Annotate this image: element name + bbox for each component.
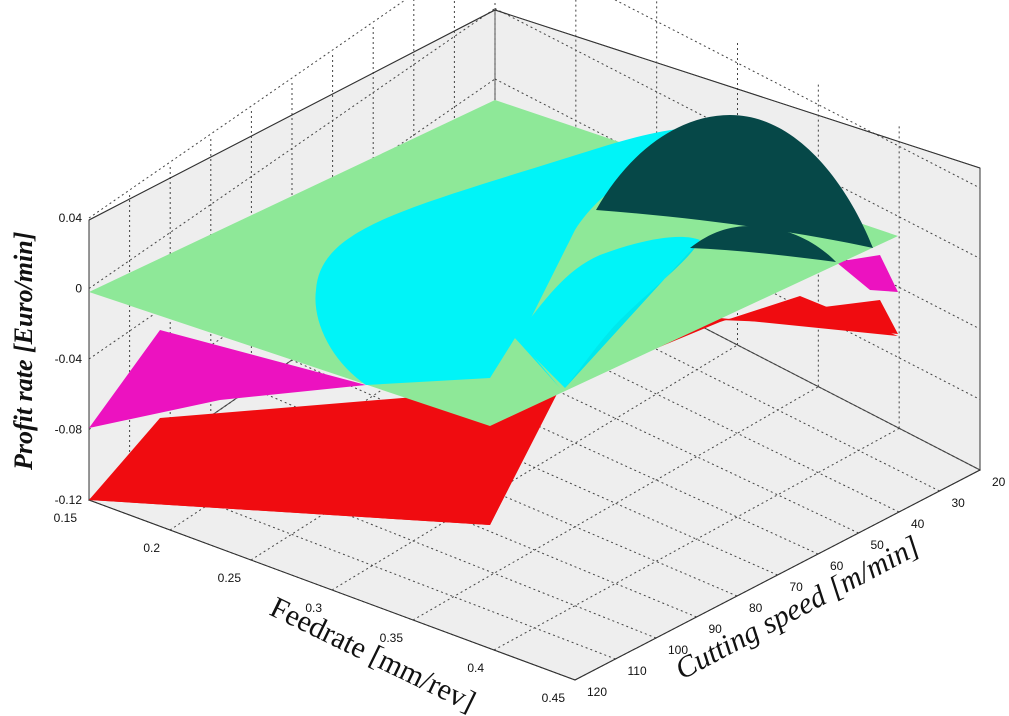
x-axis-ticks: 0.15 0.2 0.25 0.3 0.35 0.4 0.45 <box>54 511 566 705</box>
surface-magenta-left <box>89 330 366 428</box>
y-tick-label: 20 <box>992 475 1006 489</box>
y-tick-label: 80 <box>749 601 763 615</box>
x-tick-label: 0.25 <box>218 571 242 585</box>
surface-red-main <box>89 385 560 525</box>
box-edge <box>574 469 981 681</box>
y-tick-label: 110 <box>628 664 647 678</box>
x-tick-label: 0.3 <box>305 601 322 615</box>
z-gridline <box>88 0 406 219</box>
surface-red-right <box>720 300 898 334</box>
y-tick-label: 90 <box>709 622 723 636</box>
x-tick-label: 0.4 <box>467 661 484 675</box>
y-gridline <box>291 359 778 576</box>
surface-dark-lower-peak <box>690 226 836 262</box>
z-tick-label: -0.04 <box>55 352 83 366</box>
z-tick-label: 0.04 <box>59 211 83 225</box>
z-tick-label: -0.08 <box>55 423 83 437</box>
y-axis-ticks: 120 110 100 90 80 70 60 50 40 30 20 <box>587 475 1006 699</box>
box-edge <box>88 9 496 221</box>
x-gridline <box>493 427 900 651</box>
x-tick-label: 0.2 <box>143 541 160 555</box>
surface-cyan-lower <box>515 236 700 388</box>
z-tick-label: -0.12 <box>55 493 83 507</box>
y-tick-label: 40 <box>911 517 925 531</box>
z-axis-label: Profit rate [Euro/min] <box>9 232 38 471</box>
y-gridline <box>332 331 819 555</box>
y-gridline <box>454 247 940 492</box>
surface-magenta-right <box>836 255 898 292</box>
y-gridline <box>129 471 616 660</box>
y-tick-label: 30 <box>952 496 966 510</box>
x-tick-label: 0.35 <box>380 631 404 645</box>
y-tick-label: 60 <box>830 559 844 573</box>
surface-cyan-lower-right <box>565 240 700 388</box>
y-gridline <box>494 219 981 471</box>
z-tick-label: 0 <box>75 282 82 296</box>
x-tick-label: 0.15 <box>54 511 78 525</box>
box-edge <box>494 9 981 169</box>
surfaces <box>89 100 898 525</box>
box-edge <box>88 499 576 681</box>
y-tick-label: 70 <box>790 580 804 594</box>
y-tick-label: 120 <box>587 685 607 699</box>
z-axis-ticks: -0.12 -0.08 -0.04 0 0.04 <box>55 211 83 507</box>
y-tick-label: 100 <box>668 643 688 657</box>
y-tick-label: 50 <box>871 538 885 552</box>
x-tick-label: 0.45 <box>542 691 566 705</box>
surface-dark-peak <box>596 115 873 248</box>
surface-cyan <box>315 128 700 388</box>
